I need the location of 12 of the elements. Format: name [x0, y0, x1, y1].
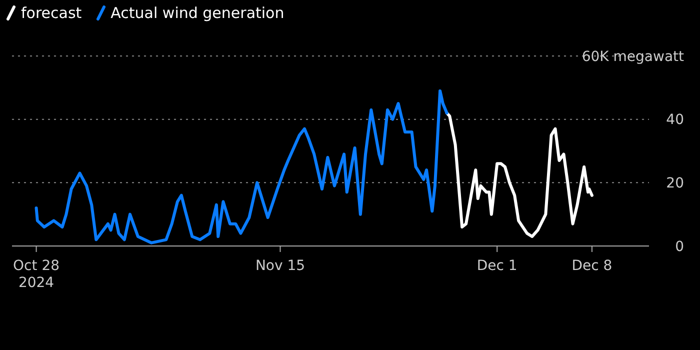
line-series: [34, 89, 448, 244]
y-tick-label: 40: [666, 112, 684, 128]
y-tick-label: 20: [666, 176, 684, 192]
x-tick-label: Dec 8: [572, 258, 612, 274]
legend-label: forecast: [21, 4, 82, 22]
y-tick-label: 60K megawatt: [582, 48, 685, 65]
x-tick-label: Nov 15: [255, 258, 306, 274]
x-tick-label: Dec 1: [476, 258, 518, 274]
line-series: [445, 112, 594, 238]
x-tick-label: Oct 28 2024: [13, 258, 60, 291]
legend-label: Actual wind generation: [110, 4, 284, 22]
y-tick-label: 0: [675, 238, 684, 255]
